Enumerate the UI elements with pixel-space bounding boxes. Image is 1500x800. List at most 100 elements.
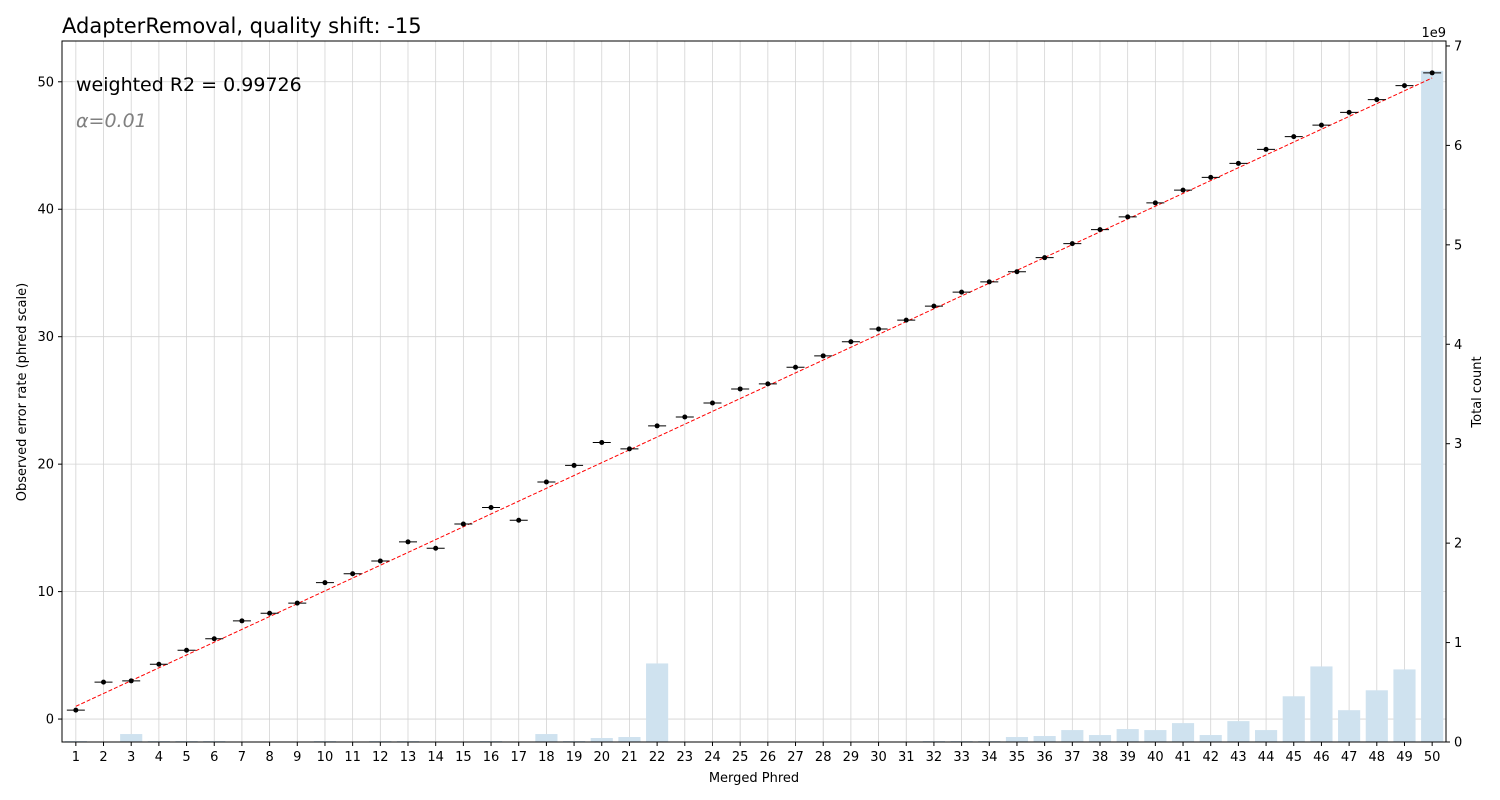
x-tick-label: 33 bbox=[953, 750, 970, 765]
x-tick-label: 15 bbox=[455, 750, 472, 765]
y-tick-label: 20 bbox=[37, 458, 54, 473]
y2-tick-label: 6 bbox=[1454, 139, 1462, 154]
y2-tick-label: 5 bbox=[1454, 238, 1462, 253]
data-point bbox=[350, 571, 356, 577]
data-point bbox=[516, 517, 522, 523]
x-tick-label: 12 bbox=[372, 750, 389, 765]
x-tick-label: 40 bbox=[1147, 750, 1164, 765]
count-bar bbox=[1061, 730, 1084, 742]
bar-series bbox=[64, 70, 1444, 743]
data-point bbox=[820, 353, 826, 359]
data-point bbox=[1374, 97, 1380, 103]
count-bar bbox=[1227, 721, 1250, 742]
alpha-annotation: α=0.01 bbox=[76, 110, 147, 132]
data-point bbox=[737, 386, 743, 392]
data-point bbox=[1263, 146, 1269, 152]
point-series bbox=[66, 70, 1442, 713]
x-tick-label: 27 bbox=[787, 750, 804, 765]
fit-line-group bbox=[75, 77, 1433, 707]
x-tick-label: 29 bbox=[843, 750, 860, 765]
data-point bbox=[1125, 214, 1131, 220]
x-tick-label: 30 bbox=[870, 750, 887, 765]
data-point bbox=[1318, 122, 1324, 128]
x-tick-label: 37 bbox=[1064, 750, 1081, 765]
count-bar bbox=[1171, 723, 1195, 742]
x-tick-label: 9 bbox=[293, 750, 301, 765]
data-point bbox=[765, 381, 771, 387]
y2-tick-label: 2 bbox=[1454, 537, 1462, 552]
y2-tick-label: 0 bbox=[1454, 736, 1462, 751]
data-point bbox=[1097, 227, 1103, 233]
data-point bbox=[1401, 83, 1407, 89]
x-tick-label: 43 bbox=[1230, 750, 1247, 765]
data-point bbox=[903, 317, 909, 323]
y2-tick-label: 3 bbox=[1454, 437, 1462, 452]
data-point bbox=[1014, 269, 1020, 275]
data-point bbox=[156, 661, 162, 667]
y2-tick-label: 7 bbox=[1454, 39, 1462, 54]
x-tick-label: 44 bbox=[1258, 750, 1275, 765]
count-bar bbox=[1088, 735, 1112, 742]
data-point bbox=[377, 558, 383, 564]
chart-title: AdapterRemoval, quality shift: -15 bbox=[62, 14, 422, 38]
count-bar bbox=[120, 734, 143, 742]
x-tick-label: 3 bbox=[127, 750, 135, 765]
data-point bbox=[1152, 200, 1158, 206]
grid bbox=[62, 41, 1446, 742]
x-tick-label: 23 bbox=[677, 750, 694, 765]
count-bar bbox=[1393, 669, 1416, 742]
x-tick-label: 17 bbox=[510, 750, 527, 765]
x-tick-label: 31 bbox=[898, 750, 915, 765]
x-tick-label: 34 bbox=[981, 750, 998, 765]
data-point bbox=[488, 504, 494, 510]
x-tick-label: 22 bbox=[649, 750, 666, 765]
count-bar bbox=[1144, 730, 1167, 742]
data-point bbox=[959, 289, 965, 295]
x-tick-label: 18 bbox=[538, 750, 555, 765]
data-point bbox=[876, 326, 882, 332]
y-tick-label: 30 bbox=[37, 330, 54, 345]
y2-offset-text: 1e9 bbox=[1421, 26, 1446, 41]
count-bar bbox=[535, 734, 558, 742]
data-point bbox=[986, 279, 992, 285]
data-point bbox=[654, 423, 660, 429]
x-tick-label: 49 bbox=[1396, 750, 1413, 765]
plot-frame bbox=[61, 40, 1447, 743]
data-point bbox=[73, 707, 79, 713]
x-tick-label: 25 bbox=[732, 750, 749, 765]
y-axis-ticks: 0 10 20 30 40 50 bbox=[37, 75, 62, 728]
data-point bbox=[1042, 255, 1048, 261]
data-point bbox=[1291, 134, 1297, 140]
fit-line bbox=[75, 77, 1433, 707]
data-point bbox=[793, 364, 799, 370]
data-point bbox=[1180, 187, 1186, 193]
y-tick-label: 50 bbox=[37, 75, 54, 90]
data-point bbox=[626, 446, 632, 452]
x-tick-label: 50 bbox=[1424, 750, 1441, 765]
y-tick-label: 40 bbox=[37, 203, 54, 218]
data-point bbox=[239, 618, 245, 624]
count-bar bbox=[1338, 710, 1361, 742]
count-bar bbox=[646, 663, 669, 742]
count-bar bbox=[1005, 737, 1029, 742]
data-point bbox=[128, 678, 134, 684]
x-tick-label: 6 bbox=[210, 750, 218, 765]
data-point bbox=[931, 303, 937, 309]
count-bar bbox=[1421, 70, 1444, 743]
data-point bbox=[1429, 70, 1435, 76]
data-point bbox=[571, 462, 577, 468]
x-tick-label: 2 bbox=[99, 750, 107, 765]
count-bar bbox=[1282, 696, 1305, 742]
x-tick-label: 32 bbox=[926, 750, 943, 765]
data-point bbox=[267, 610, 273, 616]
y-tick-label: 0 bbox=[46, 713, 54, 728]
x-tick-label: 11 bbox=[344, 750, 361, 765]
x-tick-label: 42 bbox=[1202, 750, 1219, 765]
x-tick-label: 4 bbox=[155, 750, 163, 765]
data-point bbox=[322, 580, 328, 586]
x-tick-label: 45 bbox=[1285, 750, 1302, 765]
y2-axis-label: Total count bbox=[1470, 356, 1485, 428]
data-point bbox=[405, 539, 411, 545]
y2-tick-label: 4 bbox=[1454, 338, 1462, 353]
